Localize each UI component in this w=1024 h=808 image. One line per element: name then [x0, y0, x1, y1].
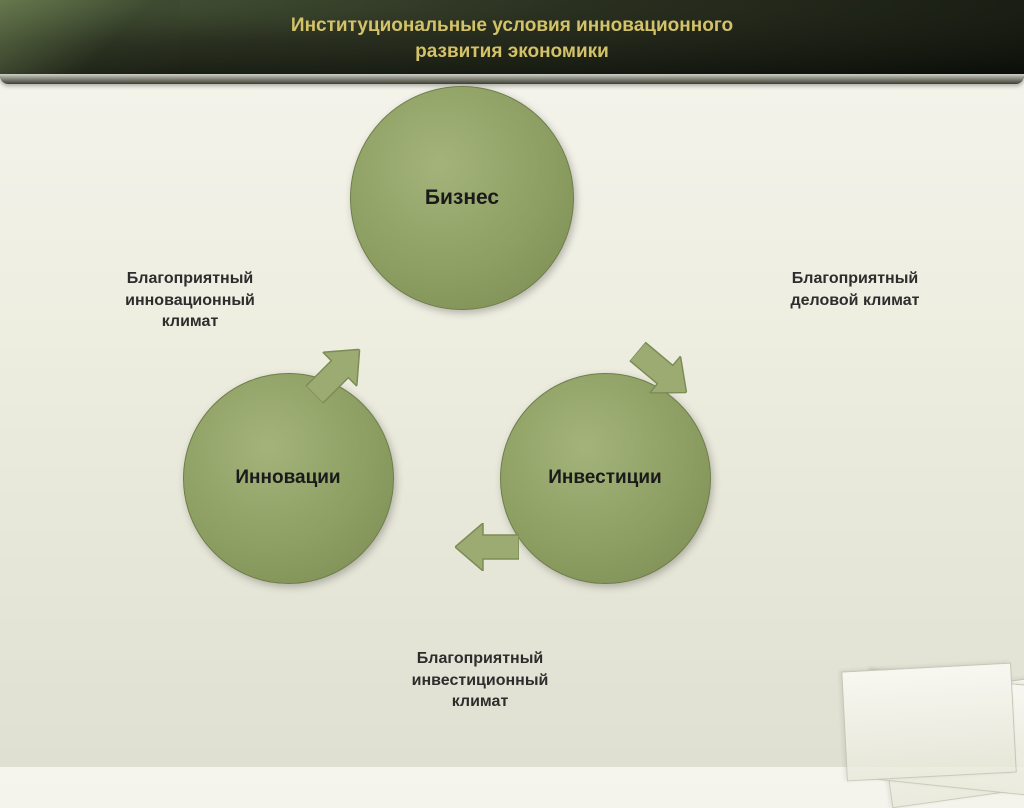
circle-label-investments: Инвестиции: [548, 467, 661, 489]
circle-label-innovations: Инновации: [235, 467, 340, 489]
circle-business: Бизнес: [350, 86, 574, 310]
circle-label-business: Бизнес: [425, 186, 499, 210]
slide-header: Институциональные условия инновационного…: [0, 0, 1024, 78]
arrow-inv-to-innov: [455, 523, 519, 571]
label-invest-climate: Благоприятныйинвестиционныйклимат: [380, 648, 580, 713]
circle-innovations: Инновации: [183, 373, 394, 584]
header-accent: [0, 0, 180, 78]
title-line-2: развития экономики: [415, 41, 609, 62]
label-innov-climate: Благоприятныйинновационныйклимат: [105, 268, 275, 333]
label-business-climate: Благоприятныйделовой климат: [770, 268, 940, 311]
slide-title: Институциональные условия инновационного…: [291, 13, 733, 64]
circle-investments: Инвестиции: [500, 373, 711, 584]
title-line-1: Институциональные условия инновационного: [291, 15, 733, 36]
decorative-paper-stack: [804, 617, 1024, 767]
